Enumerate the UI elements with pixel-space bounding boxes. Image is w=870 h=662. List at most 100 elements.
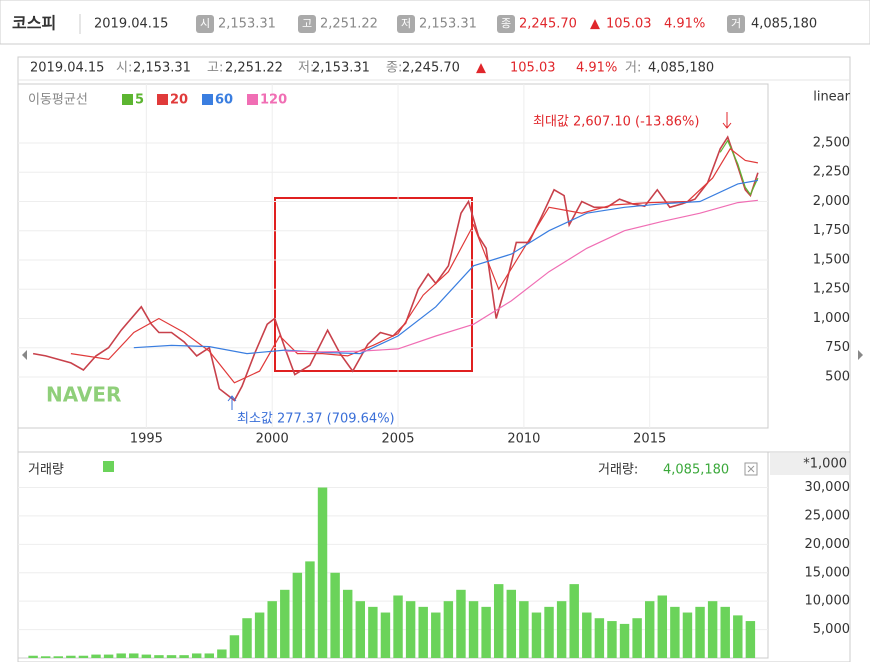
min-arrow	[227, 395, 237, 410]
header-value: 2,251.22	[320, 17, 378, 32]
chart-frame	[17, 56, 851, 662]
volume-bar	[40, 656, 51, 658]
volume-bar	[229, 635, 240, 658]
volume-bar	[644, 601, 655, 658]
legend-label: 5	[135, 93, 144, 108]
plot: 500 750 1,000 1,250 1,500 1,750 2,000 2,250 2,50…	[18, 84, 851, 658]
volume-bar	[66, 655, 76, 658]
legend-swatch	[202, 94, 213, 105]
y-tick-label: 1,500	[813, 252, 850, 267]
volume-bar	[292, 572, 303, 658]
info-value: 2,251.22	[225, 61, 283, 76]
legend-title: 이동평균선	[28, 93, 88, 108]
volume-bar	[305, 561, 315, 658]
info-label: 시:	[116, 61, 132, 76]
header-value: 2,153.31	[218, 17, 276, 32]
volume-bar	[217, 649, 227, 658]
info-value: 2,153.31	[312, 61, 370, 76]
y-tick-label: 750	[825, 340, 850, 355]
volume-bar	[695, 606, 705, 658]
y-tick-label: 1,000	[813, 311, 850, 326]
volume-bar	[707, 601, 718, 658]
volume-bar	[129, 653, 139, 658]
info-arrow: ▲	[476, 61, 486, 76]
header-volume: 4,085,180	[751, 17, 817, 32]
legend-label: 20	[170, 93, 188, 108]
volume-bar	[204, 653, 214, 658]
volume-bar	[657, 595, 668, 658]
volume-bar	[393, 595, 403, 658]
info-volume: 4,085,180	[648, 61, 714, 76]
scale-label: linear	[813, 90, 850, 105]
volume-bar	[254, 612, 265, 658]
volume-bar	[670, 606, 680, 658]
icon-box	[298, 15, 316, 33]
volume-bar	[531, 612, 542, 658]
volume-bar	[380, 612, 391, 658]
volume-bar	[733, 615, 743, 658]
icon-letter: 고	[302, 17, 312, 30]
volume-bar	[28, 655, 38, 658]
y-tick-label: 25,000	[805, 508, 851, 523]
info-change: 105.03	[510, 61, 556, 76]
volume-bar	[519, 601, 529, 658]
y-tick-label: 2,000	[813, 194, 850, 209]
volume-swatch	[103, 461, 114, 472]
icon-box	[397, 15, 415, 33]
volume-bar	[456, 589, 466, 658]
volume-bar	[166, 655, 177, 658]
volume-bar	[544, 606, 554, 658]
icon-box	[497, 15, 515, 33]
ma-line	[284, 199, 758, 353]
y-tick-label: 500	[825, 369, 850, 384]
y-tick-label: 20,000	[805, 537, 851, 552]
ma-line	[133, 179, 759, 355]
info-value: 2,153.31	[133, 61, 191, 76]
info-change-pct: 4.91%	[576, 61, 617, 76]
volume-bar	[91, 654, 101, 658]
volume-bar	[582, 612, 592, 658]
volume-bar	[632, 618, 642, 658]
volume-bar	[405, 601, 416, 658]
volume-bar	[141, 654, 152, 658]
unit-box	[770, 453, 849, 475]
legend-swatch	[122, 94, 133, 105]
header-change: 105.03	[606, 17, 652, 32]
volume-bar	[493, 584, 504, 658]
left-handle[interactable]	[22, 350, 27, 360]
volume-title: 거래량	[28, 463, 64, 478]
price-line	[32, 135, 759, 402]
volume-bar	[116, 653, 126, 658]
watermark: NAVER	[46, 383, 121, 407]
y-tick-label: 1,750	[813, 223, 850, 238]
max-label: 최대값 2,607.10 (-13.86%)	[533, 115, 699, 130]
unit-label: *1,000	[803, 457, 847, 472]
info-items: 시: 2,153.31 고: 2,251.22 저:2,153.31 종: 2,245.70…	[116, 61, 714, 76]
header-date: 2019.04.15	[94, 17, 168, 32]
volume-bar	[330, 572, 340, 658]
icon-letter: 시	[200, 17, 210, 30]
volume-bar	[556, 601, 567, 658]
y-tick-label: 30,000	[805, 480, 851, 495]
volume-bar	[468, 601, 479, 658]
volume-bar	[368, 606, 378, 658]
volume-bar	[154, 655, 164, 658]
volume-bar	[78, 655, 89, 658]
x-tick-label: 1995	[130, 432, 163, 447]
right-handle[interactable]	[858, 350, 863, 360]
info-label: 저:	[298, 61, 314, 76]
x-tick-label: 2005	[381, 432, 414, 447]
info-date: 2019.04.15	[30, 61, 104, 76]
y-tick-label: 2,500	[813, 135, 850, 150]
y-tick-label: 5,000	[813, 622, 850, 637]
volume-bar	[619, 623, 630, 658]
legend-swatch	[247, 94, 258, 105]
volume-bar	[191, 653, 202, 658]
volume-bar	[242, 618, 252, 658]
icon-box	[196, 15, 214, 33]
info-value: 2,245.70	[402, 61, 460, 76]
info-label: 고:	[207, 61, 223, 76]
header-items: 시 2,153.31 고 2,251.22 저 2,153.31 종 2,245.70 ▲ 105…	[196, 15, 817, 33]
header-change-pct: 4.91%	[664, 17, 705, 32]
y-tick-label: 2,250	[813, 165, 850, 180]
